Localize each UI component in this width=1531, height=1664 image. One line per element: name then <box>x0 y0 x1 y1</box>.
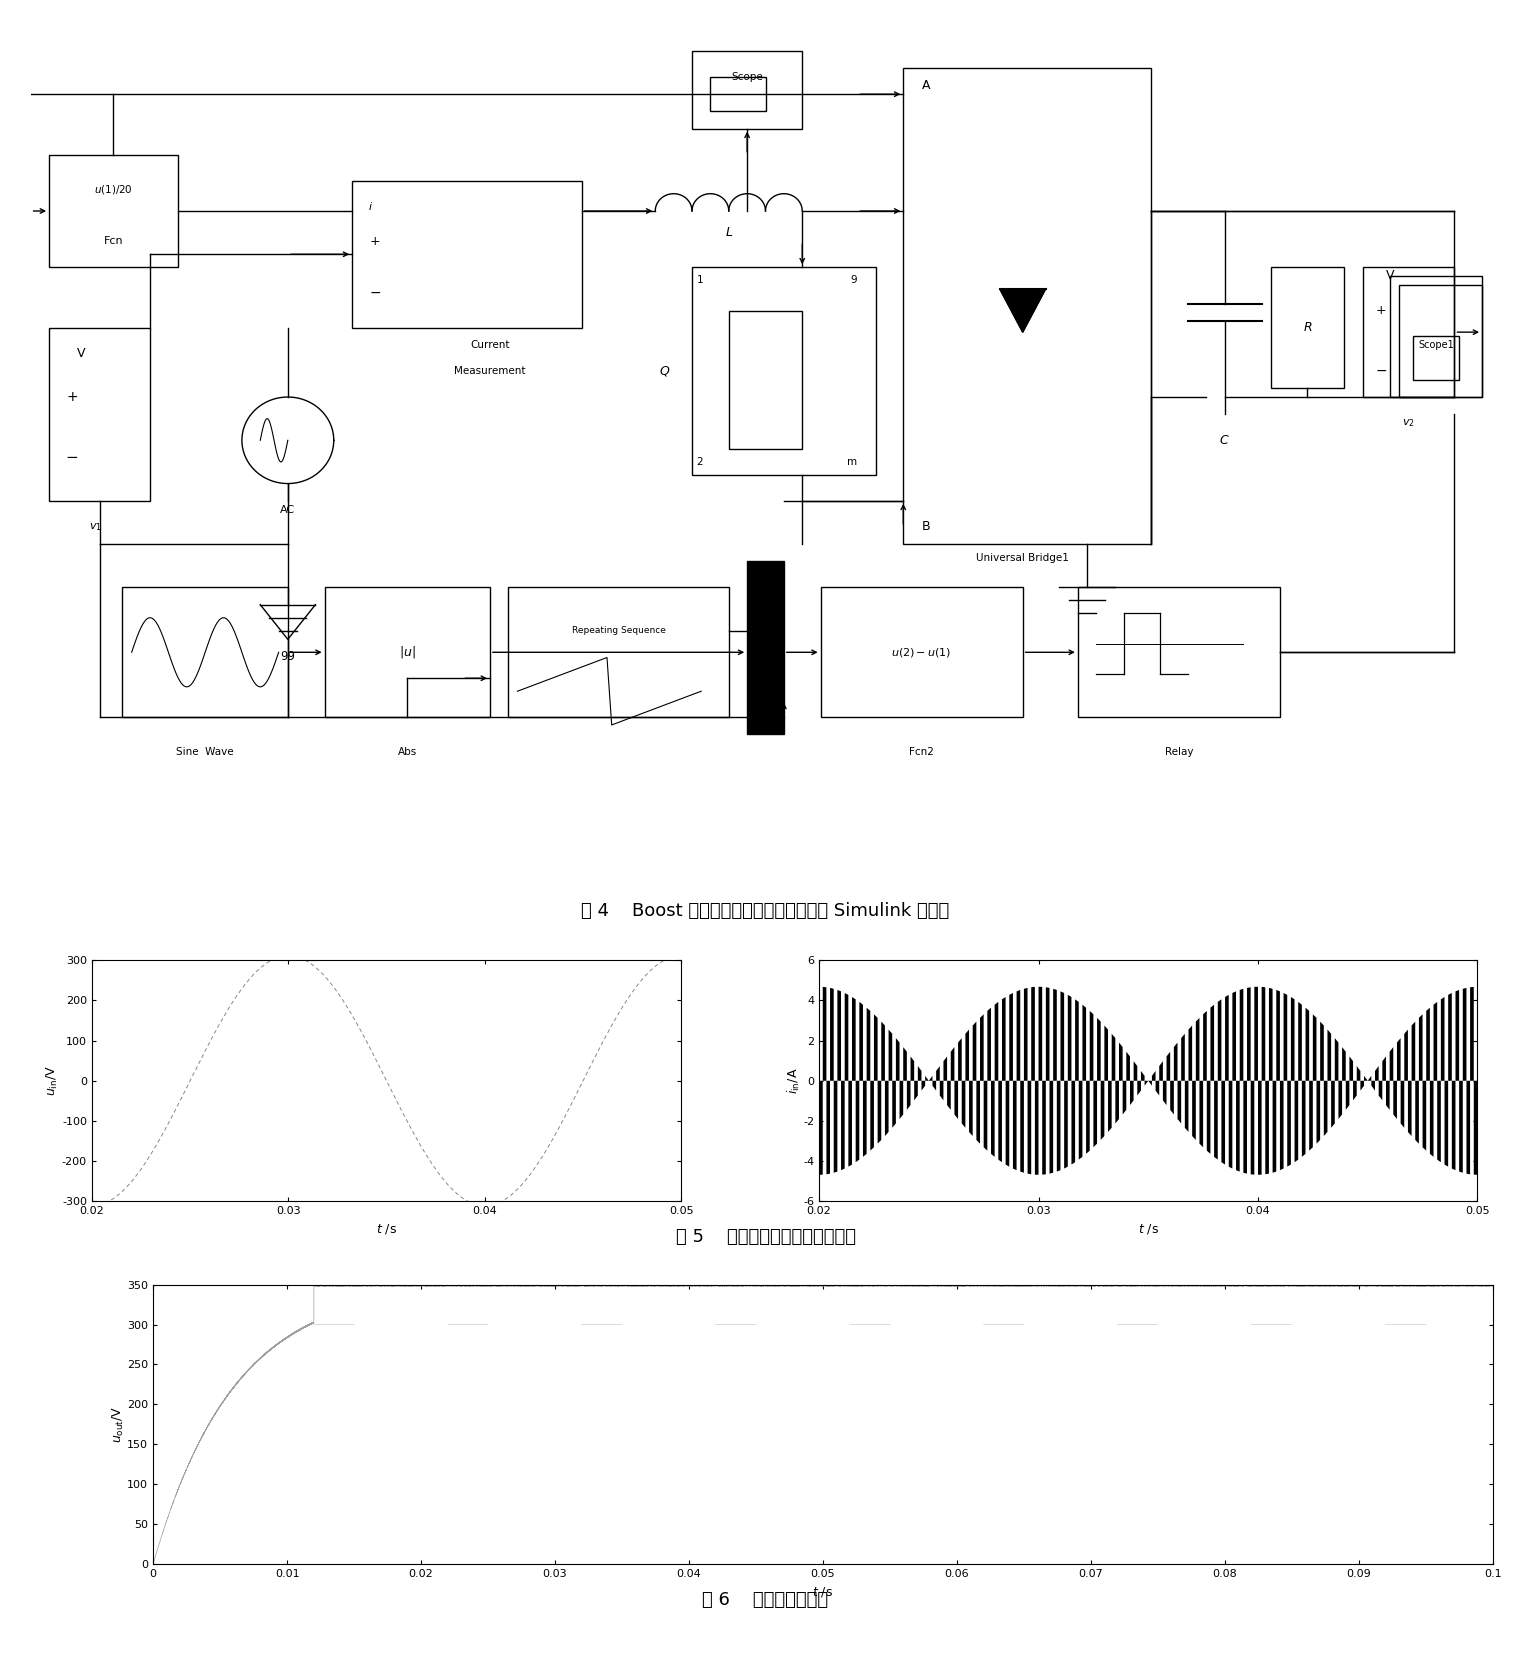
Text: Relay: Relay <box>1165 747 1193 757</box>
Text: m: m <box>847 458 857 468</box>
Y-axis label: $u_{\mathrm{out}}$/V: $u_{\mathrm{out}}$/V <box>110 1406 126 1443</box>
Text: Repeating Sequence: Repeating Sequence <box>571 626 666 636</box>
Text: i: i <box>369 201 372 211</box>
Text: Fcn2: Fcn2 <box>909 747 934 757</box>
Text: $v_2$: $v_2$ <box>1402 418 1415 429</box>
Text: Universal Bridge1: Universal Bridge1 <box>977 552 1069 562</box>
Text: $|u|$: $|u|$ <box>400 644 415 661</box>
Text: $L$: $L$ <box>724 226 733 240</box>
Text: $u(1)/20$: $u(1)/20$ <box>93 183 133 196</box>
Polygon shape <box>1000 290 1046 333</box>
Text: 图 4    Boost 型交流斩波功率因数校正电路 Simulink 模型图: 图 4 Boost 型交流斩波功率因数校正电路 Simulink 模型图 <box>582 902 949 920</box>
Text: A: A <box>922 78 931 92</box>
Text: −: − <box>66 449 78 466</box>
Bar <box>49 155 178 268</box>
Bar <box>710 77 766 111</box>
Y-axis label: $u_{\mathrm{in}}$/V: $u_{\mathrm{in}}$/V <box>46 1065 61 1097</box>
Text: 99: 99 <box>280 651 295 664</box>
Text: $u(2)-u(1)$: $u(2)-u(1)$ <box>891 646 952 659</box>
Text: +: + <box>371 235 380 248</box>
Text: AC: AC <box>280 504 295 514</box>
Bar <box>1363 268 1454 398</box>
Bar <box>821 587 1023 717</box>
Text: −: − <box>1375 364 1387 378</box>
Text: 9: 9 <box>851 275 857 285</box>
Text: B: B <box>922 521 931 534</box>
Bar <box>1413 336 1459 379</box>
Text: 2: 2 <box>697 458 703 468</box>
Text: Sine  Wave: Sine Wave <box>176 747 234 757</box>
Text: 图 6    输出电压的波形: 图 6 输出电压的波形 <box>703 1591 828 1609</box>
Bar <box>692 52 802 128</box>
Text: +: + <box>66 389 78 404</box>
Bar <box>325 587 490 717</box>
Text: Fcn: Fcn <box>104 236 122 246</box>
Bar <box>729 311 802 449</box>
Bar <box>1390 276 1482 398</box>
Bar <box>692 268 876 474</box>
Bar <box>1399 285 1482 398</box>
Bar <box>903 68 1151 544</box>
Text: V: V <box>77 348 86 361</box>
Bar <box>352 181 582 328</box>
Text: Measurement: Measurement <box>455 366 525 376</box>
Text: Scope1: Scope1 <box>1418 339 1454 349</box>
Text: Q: Q <box>660 364 669 378</box>
Bar <box>1078 587 1280 717</box>
Text: +: + <box>1376 305 1386 318</box>
Text: −: − <box>369 286 381 300</box>
Bar <box>122 587 288 717</box>
Bar <box>747 561 784 734</box>
Text: Abs: Abs <box>398 747 416 757</box>
Text: Scope: Scope <box>732 72 762 82</box>
Text: 图 5    输入电压和输入电流的波形: 图 5 输入电压和输入电流的波形 <box>675 1228 856 1246</box>
Bar <box>1271 268 1344 388</box>
Text: Current: Current <box>470 339 510 349</box>
Bar <box>49 328 150 501</box>
X-axis label: $t$ /s: $t$ /s <box>813 1584 833 1599</box>
Text: $v_1$: $v_1$ <box>89 521 101 532</box>
Text: $C$: $C$ <box>1220 434 1229 448</box>
X-axis label: $t$ /s: $t$ /s <box>377 1221 397 1236</box>
X-axis label: $t$ /s: $t$ /s <box>1138 1221 1159 1236</box>
Text: 1: 1 <box>697 275 703 285</box>
Text: V: V <box>1386 270 1395 283</box>
Bar <box>508 587 729 717</box>
Text: $R$: $R$ <box>1303 321 1312 334</box>
Y-axis label: $i_{\mathrm{in}}$/A: $i_{\mathrm{in}}$/A <box>785 1068 802 1093</box>
